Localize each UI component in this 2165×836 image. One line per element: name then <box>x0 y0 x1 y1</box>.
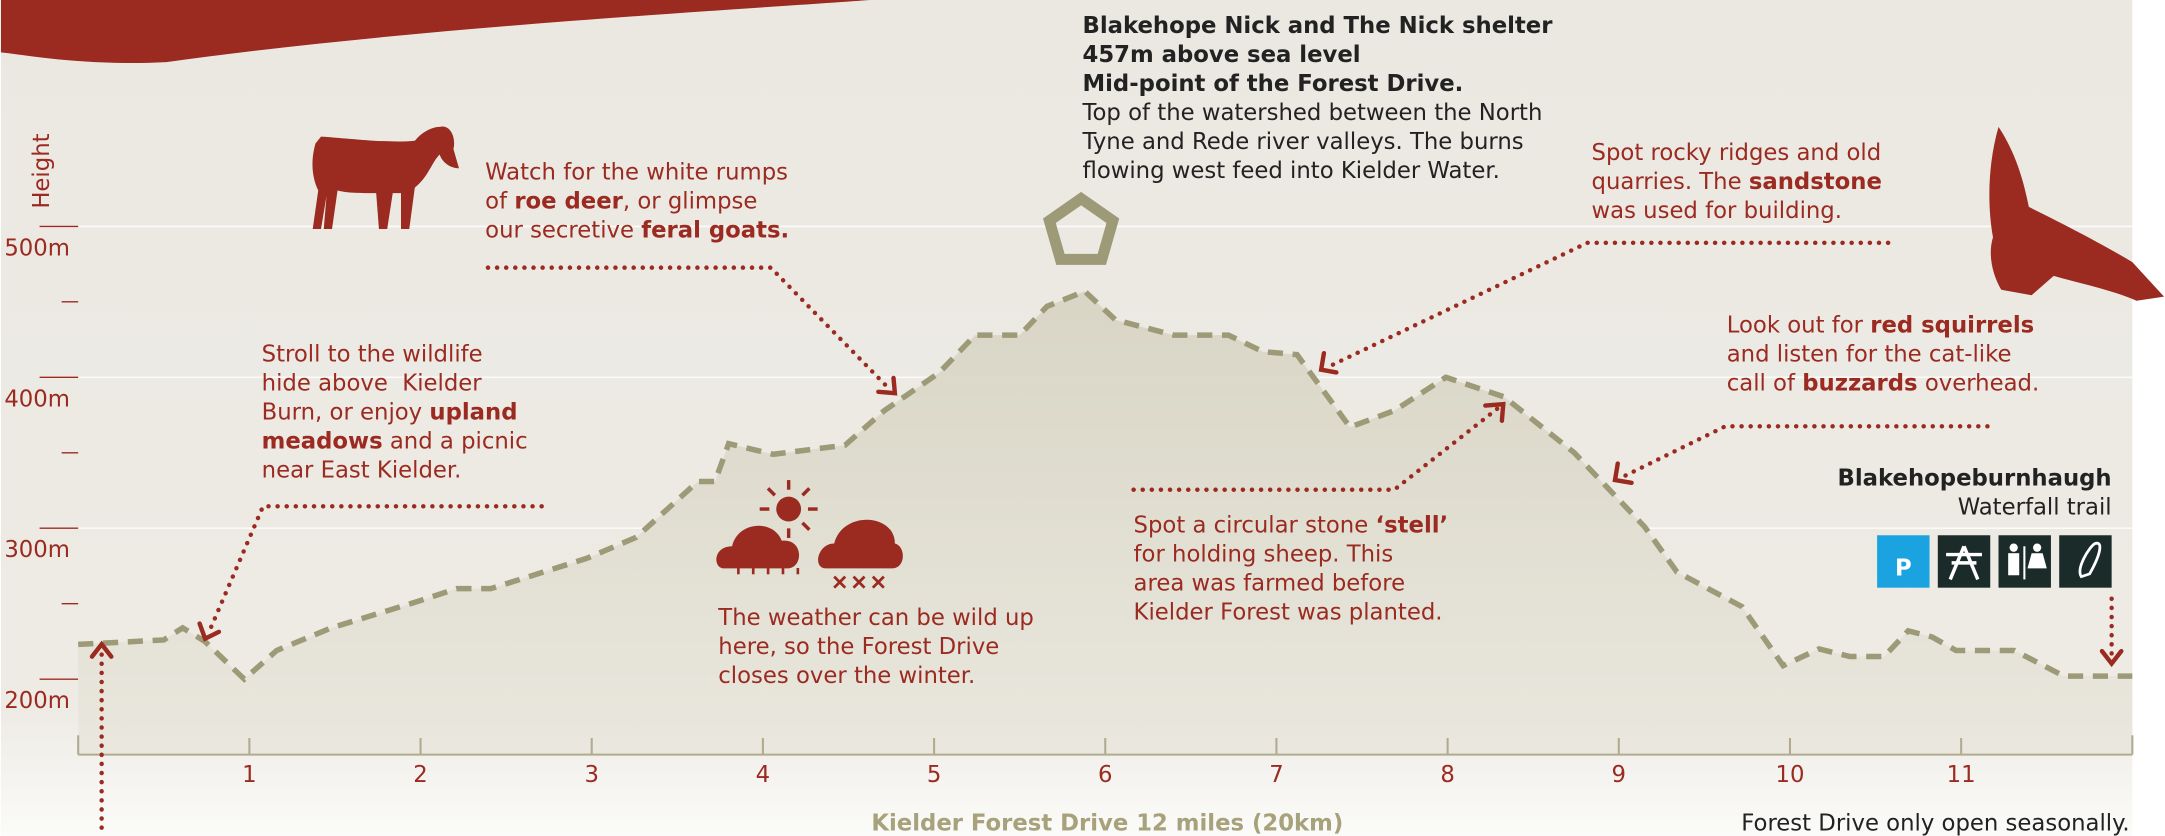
parking-label: P <box>1895 555 1912 581</box>
annotation-line: here, so the Forest Drive <box>718 634 999 660</box>
annotation-line: quarries. The sandstone <box>1592 169 1882 195</box>
annotation-text: Spot a circular stone <box>1134 513 1376 539</box>
annotation-text: Look out for <box>1727 312 1871 338</box>
annotation-text: hide above Kielder <box>262 370 483 396</box>
annotation-line: and listen for the cat-like <box>1727 341 2012 367</box>
annotation-text: near East Kielder. <box>262 457 462 483</box>
y-tick-label: 500m <box>4 235 70 261</box>
annotation-line: Look out for red squirrels <box>1727 312 2034 338</box>
page: {"chart_data":{ "type":"area", "title":"… <box>0 0 2165 836</box>
annotation-text: Tyne and Rede river valleys. The burns <box>1082 129 1524 155</box>
annotation-line: meadows and a picnic <box>262 428 528 454</box>
annotation-text: call of <box>1727 370 1802 396</box>
annotation-line: Watch for the white rumps <box>485 159 788 185</box>
annotation-text: overhead. <box>1918 370 2040 396</box>
annotation-text: Stroll to the wildlife <box>262 341 483 367</box>
x-tick-label: 3 <box>584 762 598 788</box>
x-tick-label: 7 <box>1269 762 1283 788</box>
x-tick-label: 1 <box>242 762 256 788</box>
annotation-text: here, so the Forest Drive <box>718 634 999 660</box>
annotation-text: for holding sheep. This <box>1134 541 1394 567</box>
y-tick-label: 300m <box>4 537 70 563</box>
annotation-text: Watch for the white rumps <box>485 159 788 185</box>
x-tick-label: 9 <box>1612 762 1626 788</box>
annotation-text: sandstone <box>1749 169 1882 195</box>
annotation-text: roe deer <box>514 188 623 214</box>
annotation-text: Mid-point of the Forest Drive. <box>1083 71 1464 97</box>
annotation-text: area was farmed before <box>1134 570 1406 596</box>
annotation-text: Spot rocky ridges and old <box>1592 140 1882 166</box>
x-tick-label: 2 <box>413 762 427 788</box>
x-tick-label: 11 <box>1947 762 1976 788</box>
svg-text:' ' ' ' ': ' ' ' ' ' <box>735 565 802 591</box>
annotation-line: The weather can be wild up <box>717 605 1034 631</box>
footnote: Forest Drive only open seasonally. <box>1741 810 2129 836</box>
annotation-text: Top of the watershed between the North <box>1082 100 1543 126</box>
annotation-line: our secretive feral goats. <box>485 217 789 243</box>
annotation-text: 457m above sea level <box>1083 42 1361 68</box>
annotation-line: near East Kielder. <box>262 457 462 483</box>
annotation-text: closes over the winter. <box>718 663 975 689</box>
annotation-line: area was farmed before <box>1134 570 1406 596</box>
annotation-text: quarries. The <box>1592 169 1749 195</box>
annotation-text: Waterfall trail <box>1958 495 2112 521</box>
annotation-text: of <box>485 188 514 214</box>
annotation-line: Top of the watershed between the North <box>1082 100 1543 126</box>
annotation-line: hide above Kielder <box>262 370 483 396</box>
y-tick-label: 400m <box>4 386 70 412</box>
annotation-line: was used for building. <box>1592 198 1842 224</box>
annotation-text: and a picnic <box>383 428 528 454</box>
x-tick-label: 5 <box>927 762 941 788</box>
annotation-line: Stroll to the wildlife <box>262 341 483 367</box>
annotation-line: Waterfall trail <box>1958 495 2112 521</box>
annotation-line: Spot rocky ridges and old <box>1592 140 1882 166</box>
y-axis-label: Height <box>29 133 55 208</box>
annotation-text: and listen for the cat-like <box>1727 341 2012 367</box>
annotation-line: call of buzzards overhead. <box>1727 370 2039 396</box>
annotation-line: Spot a circular stone ‘stell’ <box>1134 513 1449 539</box>
x-tick-label: 10 <box>1775 762 1804 788</box>
annotation-text: The weather can be wild up <box>717 605 1034 631</box>
annotation-text: ‘stell’ <box>1375 513 1448 539</box>
annotation-text: red squirrels <box>1870 312 2034 338</box>
annotation-text: meadows <box>262 428 383 454</box>
x-tick-label: 4 <box>756 762 770 788</box>
annotation-text: feral goats. <box>641 217 789 243</box>
shelter-title: Blakehope Nick and The Nick shelter <box>1083 13 1554 39</box>
annotation-line: Tyne and Rede river valleys. The burns <box>1082 129 1524 155</box>
annotation-text: Blakehopeburnhaugh <box>1838 466 2112 492</box>
annotation-line: Blakehopeburnhaugh <box>1838 466 2112 492</box>
x-tick-label: 8 <box>1440 762 1454 788</box>
annotation-line: closes over the winter. <box>718 663 975 689</box>
annotation-text: was used for building. <box>1592 198 1842 224</box>
annotation-line: for holding sheep. This <box>1134 541 1394 567</box>
annotation-line: Mid-point of the Forest Drive. <box>1083 71 1464 97</box>
annotation-line: Burn, or enjoy upland <box>262 399 518 425</box>
annotation-text: Burn, or enjoy <box>262 399 430 425</box>
annotation-text: upland <box>429 399 517 425</box>
annotation-text: , or glimpse <box>623 188 758 214</box>
annotation-line: of roe deer, or glimpse <box>485 188 757 214</box>
annotation-line: 457m above sea level <box>1083 42 1361 68</box>
annotation-text: buzzards <box>1802 370 1917 396</box>
annotation-line: flowing west feed into Kielder Water. <box>1083 158 1500 184</box>
annotation-text: our secretive <box>485 217 641 243</box>
annotation-text: flowing west feed into Kielder Water. <box>1083 158 1500 184</box>
chart: 200m300m400m500m1234567891011 ' ' ' ' ' … <box>0 0 2165 836</box>
x-axis-label: Kielder Forest Drive 12 miles (20km) <box>871 810 1343 836</box>
y-tick-label: 200m <box>4 688 70 714</box>
annotation-text: Kielder Forest was planted. <box>1134 599 1443 625</box>
x-tick-label: 6 <box>1098 762 1112 788</box>
annotation-line: Kielder Forest was planted. <box>1134 599 1443 625</box>
